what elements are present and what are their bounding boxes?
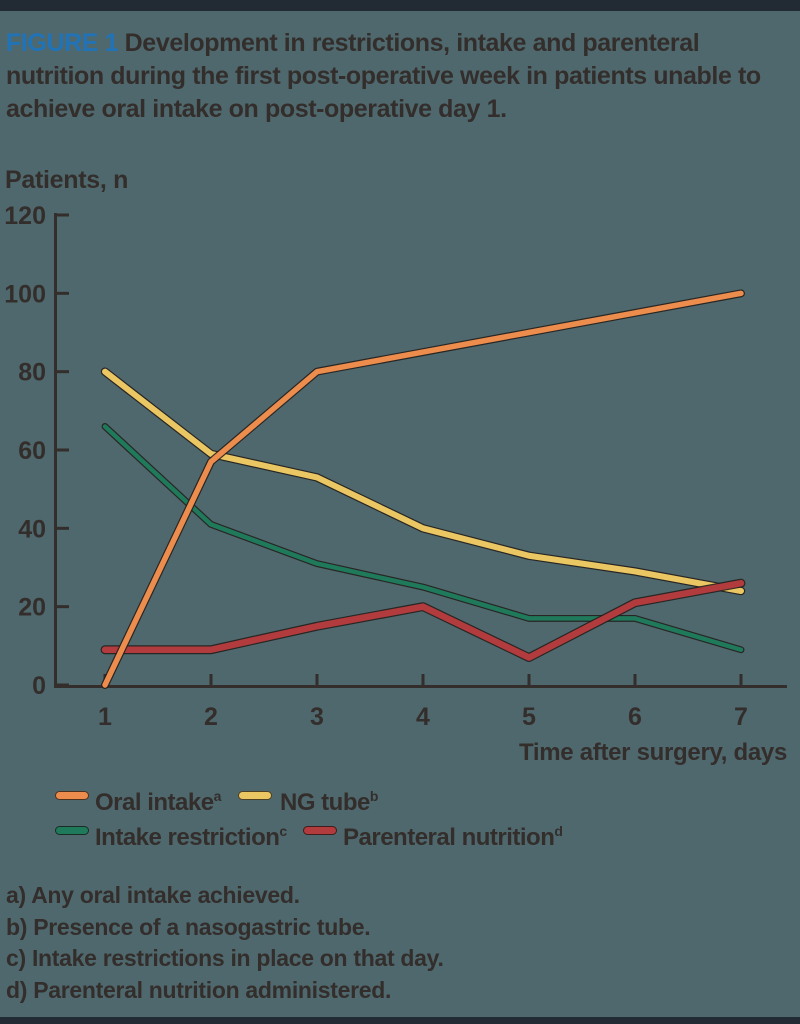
legend-label-parenteral-nutrition: Parenteral nutritiond: [343, 823, 563, 851]
series-line-intake-restriction: [102, 424, 744, 652]
footnote-a: a) Any oral intake achieved.: [6, 882, 300, 908]
x-tick-label: 2: [204, 703, 218, 731]
figure-caption: FIGURE 1 Development in restrictions, in…: [6, 27, 792, 126]
x-tick-label: 4: [416, 703, 430, 731]
footnote-b: b) Presence of a nasogastric tube.: [6, 913, 371, 940]
legend-label-ng-tube: NG tubeb: [280, 788, 378, 816]
y-tick-label: 40: [18, 515, 46, 543]
legend-swatch-ng-tube: [238, 791, 272, 800]
series-outline-intake-restriction: [101, 423, 745, 654]
x-tick-label: 5: [522, 703, 536, 731]
y-tick-label: 0: [32, 672, 46, 700]
legend-swatch-oral-intake: [55, 791, 89, 800]
y-tick-label: 20: [18, 594, 46, 622]
series-line-parenteral-nutrition: [101, 579, 745, 661]
chart-canvas: 0 20 40 60 80 100 120 1 2 3 4 5 6 7: [4, 202, 787, 731]
legend-swatch-parenteral-nutrition: [303, 826, 337, 835]
x-tick-label: 6: [628, 703, 642, 731]
y-tick-label: 100: [4, 280, 46, 308]
legend-label-intake-restriction: Intake restrictionc: [95, 823, 287, 851]
footnotes: a) Any oral intake achieved. b) Presence…: [6, 880, 444, 1006]
y-tick-label: 120: [4, 202, 46, 230]
legend-swatch-intake-restriction: [55, 826, 89, 835]
footnote-c: c) Intake restrictions in place on that …: [6, 945, 444, 971]
top-rule: [0, 0, 800, 11]
series-line-ng-tube: [102, 368, 744, 594]
figure-title-text: Development in restrictions, intake and …: [6, 29, 761, 123]
x-axis-title: Time after surgery, days: [518, 739, 787, 766]
x-tick-label: 3: [310, 703, 324, 731]
bottom-rule: [0, 1017, 800, 1024]
y-tick-label: 80: [18, 359, 46, 387]
footnote-d: d) Parenteral nutrition administered.: [6, 976, 392, 1003]
figure-label: FIGURE 1: [6, 29, 119, 57]
y-tick-label: 60: [18, 437, 46, 465]
series-line-oral-intake: [102, 290, 744, 688]
legend-label-oral-intake: Oral intakea: [95, 788, 221, 816]
x-tick-label: 7: [734, 703, 748, 731]
y-axis-title: Patients, n: [5, 166, 129, 194]
x-tick-label: 1: [98, 703, 112, 731]
